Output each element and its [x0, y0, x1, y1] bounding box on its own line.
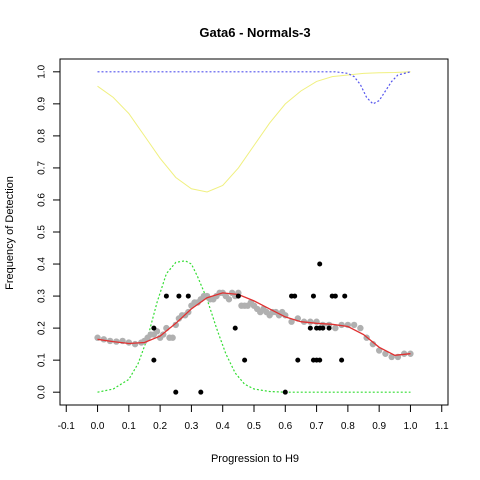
y-tick-label: 0.7 [37, 161, 48, 175]
y-tick-label: 0.6 [37, 193, 48, 207]
chart-title: Gata6 - Normals-3 [199, 25, 310, 40]
smoothed-data-point [338, 321, 345, 329]
yellow-curve-line [97, 71, 411, 193]
x-tick-label: 0.6 [278, 421, 292, 432]
data-point [232, 325, 238, 331]
smoothed-data-point [225, 296, 233, 303]
x-tick-label: 1.1 [435, 421, 449, 432]
data-point [332, 293, 338, 299]
y-tick-label: 1.0 [37, 64, 48, 78]
y-tick-label: 0.5 [37, 225, 48, 239]
y-axis: 0.0 0.1 0.2 0.3 0.4 0.5 0.6 0.7 0.8 0.9 1.0 [37, 64, 60, 399]
data-point [342, 293, 348, 299]
data-point [151, 357, 157, 363]
x-tick-label: 0.4 [216, 421, 230, 432]
data-point [151, 325, 157, 331]
x-axis: -0.1 0.0 0.1 0.2 0.3 0.4 0.5 0.6 0.7 0.8 0.9 1.0 1.1 [58, 405, 449, 432]
y-tick-label: 0.9 [37, 96, 48, 110]
data-point [320, 325, 326, 331]
x-tick-label: 0.0 [91, 421, 105, 432]
smoothed-data-point [131, 340, 139, 348]
y-tick-label: 0.1 [37, 353, 48, 367]
y-tick-label: 0.8 [37, 129, 48, 143]
data-point [185, 293, 191, 299]
x-tick-label: 0.2 [153, 421, 167, 432]
fitted-curve-line [97, 292, 411, 356]
plot-area [94, 71, 414, 395]
smoothed-data-point [288, 318, 295, 325]
smoothed-data-point [357, 324, 364, 332]
smoothed-data-point [169, 334, 176, 341]
data-point [173, 389, 179, 395]
y-axis-label: Frequency of Detection [4, 176, 16, 290]
y-tick-label: 0.2 [37, 321, 48, 335]
y-tick-label: 0.4 [37, 257, 48, 271]
x-tick-label: 0.8 [341, 421, 355, 432]
x-tick-label: 1.0 [403, 421, 417, 432]
data-point [163, 293, 169, 299]
blue-dotted-curve-line [97, 71, 411, 105]
x-axis-label: Progression to H9 [211, 453, 299, 465]
smoothed-data-point [375, 347, 383, 354]
smoothed-data-point [125, 339, 133, 346]
data-point [339, 357, 345, 363]
x-tick-label: 0.7 [310, 421, 324, 432]
smoothed-data-point [172, 321, 179, 329]
data-point [317, 261, 323, 267]
smoothed-data-point [369, 340, 377, 348]
smoothed-data-point [388, 353, 395, 361]
data-point [198, 389, 204, 395]
data-point [295, 357, 301, 363]
x-tick-label: 0.3 [184, 421, 198, 432]
smoothed-data-point [350, 321, 358, 329]
data-point [307, 325, 313, 331]
y-tick-label: 0.3 [37, 289, 48, 303]
data-point [176, 293, 182, 299]
data-point [317, 357, 323, 363]
x-tick-label: 0.5 [247, 421, 261, 432]
data-point [292, 293, 298, 299]
data-point [282, 389, 288, 395]
data-point [235, 293, 241, 299]
y-tick-label: 0.0 [37, 385, 48, 399]
data-point [310, 293, 316, 299]
data-point [242, 357, 248, 363]
x-tick-label: 0.1 [122, 421, 136, 432]
smoothed-data-point [307, 318, 314, 325]
x-tick-label: 0.9 [372, 421, 386, 432]
x-tick-label: -0.1 [58, 421, 76, 432]
smoothed-data-point [382, 350, 389, 357]
smoothed-data-point [332, 324, 339, 332]
data-point [326, 325, 332, 331]
